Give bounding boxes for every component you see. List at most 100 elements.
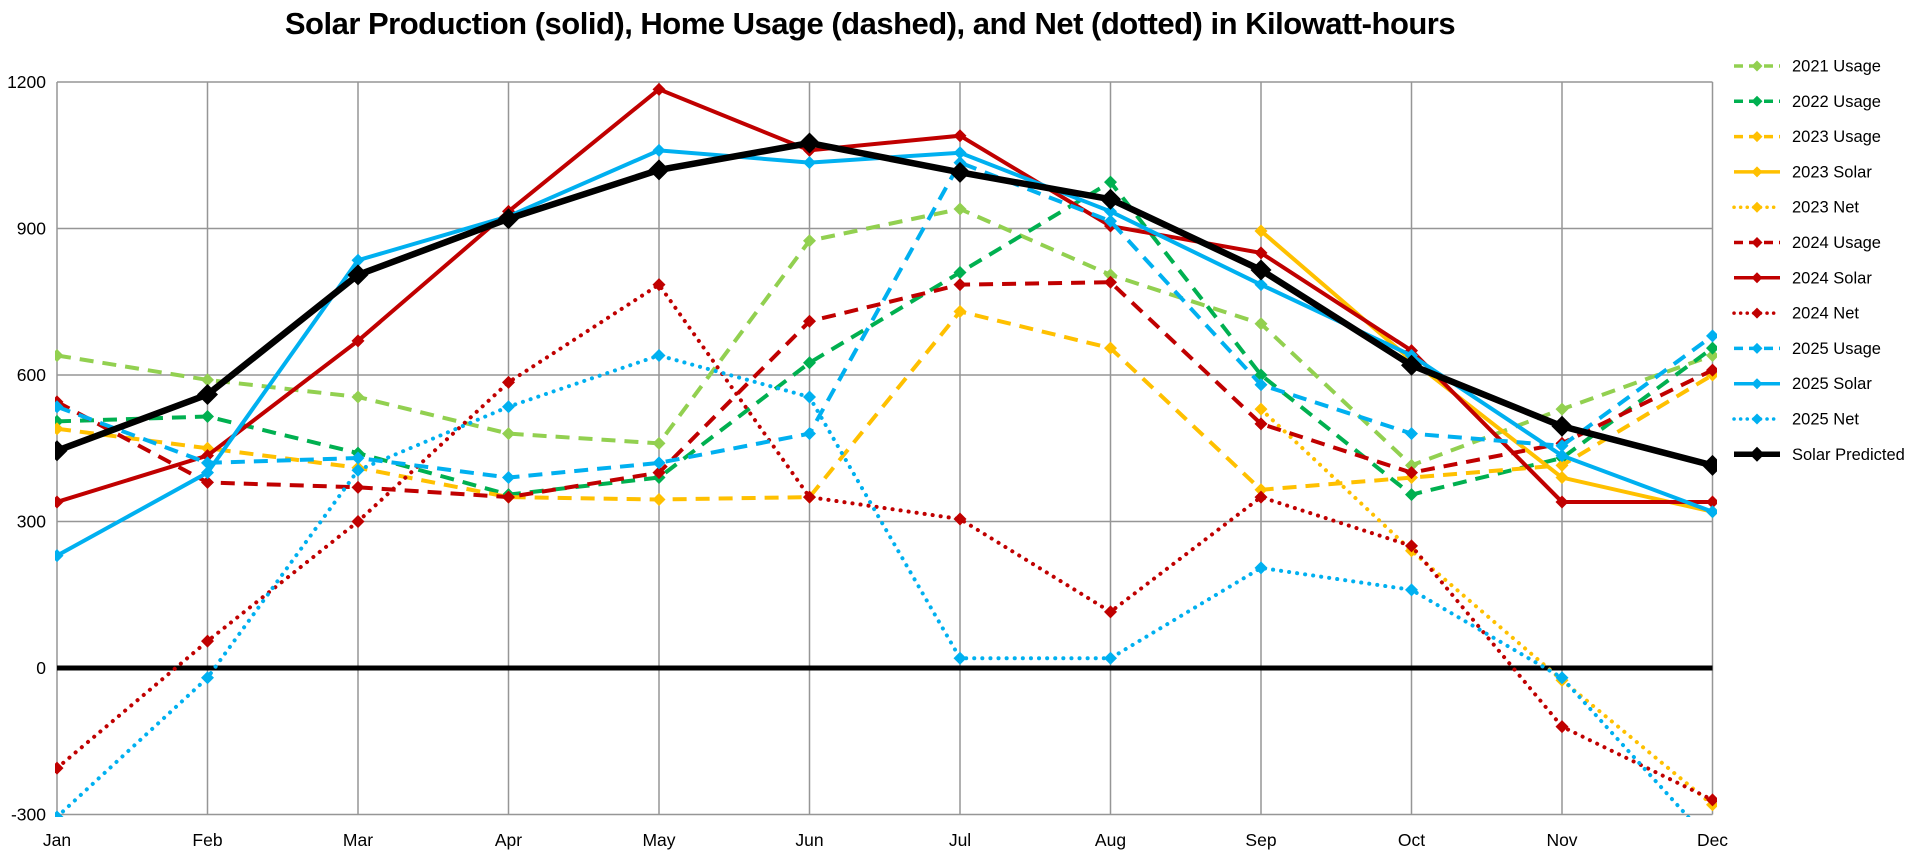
data-point-marker xyxy=(1555,671,1569,685)
data-point-marker xyxy=(1104,175,1117,189)
data-point-marker xyxy=(55,495,64,509)
legend-item-solar-predicted: Solar Predicted xyxy=(1734,446,1905,464)
legend-item-2024-solar: 2024 Solar xyxy=(1734,269,1872,287)
data-point-marker xyxy=(1405,583,1418,597)
data-point-marker xyxy=(55,810,64,817)
data-point-marker xyxy=(1555,402,1569,416)
legend-label: Solar Predicted xyxy=(1792,446,1905,464)
legend-item-2025-solar: 2025 Solar xyxy=(1734,375,1872,393)
data-point-marker xyxy=(201,466,214,480)
data-point-marker xyxy=(1254,417,1268,431)
legend-marker xyxy=(1751,166,1763,178)
data-point-marker xyxy=(803,356,816,370)
data-point-marker xyxy=(351,515,365,528)
data-point-marker xyxy=(201,475,214,489)
data-point-marker xyxy=(1250,259,1272,281)
legend-label: 2025 Usage xyxy=(1792,340,1881,358)
data-point-marker xyxy=(55,400,64,414)
data-point-marker xyxy=(55,761,64,775)
legend-marker xyxy=(1751,413,1763,425)
data-point-marker xyxy=(1401,354,1422,376)
legend-label: 2025 Net xyxy=(1792,411,1859,429)
data-point-marker xyxy=(351,390,365,404)
y-tick-label: -300 xyxy=(11,805,46,825)
data-point-marker xyxy=(803,490,816,504)
data-point-marker xyxy=(55,422,64,436)
data-point-marker xyxy=(648,159,670,181)
x-tick-label: Jan xyxy=(43,830,71,850)
data-point-marker xyxy=(1254,561,1268,575)
data-point-marker xyxy=(652,143,666,157)
y-tick-label: 900 xyxy=(17,219,46,239)
data-point-marker xyxy=(201,373,214,387)
data-point-marker xyxy=(1405,458,1418,472)
data-point-marker xyxy=(1104,341,1117,355)
legend-marker xyxy=(1751,131,1763,143)
data-point-marker xyxy=(1104,651,1117,665)
data-point-marker xyxy=(351,334,365,348)
legend-item-2021-usage: 2021 Usage xyxy=(1734,58,1881,76)
data-point-marker xyxy=(652,456,666,470)
data-point-marker xyxy=(1104,275,1117,289)
data-point-marker xyxy=(1706,495,1717,509)
series-2024-net xyxy=(55,278,1717,807)
legend-item-2023-net: 2023 Net xyxy=(1732,199,1859,217)
x-axis-labels: Jan Feb Mar Apr May Jun Jul Aug Sep Oct Nov Dec xyxy=(43,830,1728,850)
data-point-marker xyxy=(1104,204,1117,218)
data-point-marker xyxy=(652,466,666,480)
data-point-marker xyxy=(201,634,214,648)
x-tick-label: Jun xyxy=(795,830,823,850)
series-2023-net xyxy=(1254,402,1717,812)
legend-label: 2021 Usage xyxy=(1792,58,1881,76)
legend-label: 2023 Solar xyxy=(1792,163,1872,181)
data-point-marker xyxy=(1555,495,1569,509)
x-tick-label: Oct xyxy=(1398,830,1425,850)
data-point-marker xyxy=(799,132,820,154)
data-point-marker xyxy=(498,208,519,230)
data-point-marker xyxy=(1706,341,1717,355)
data-point-marker xyxy=(1706,793,1717,807)
data-point-marker xyxy=(351,253,365,267)
data-point-marker xyxy=(1706,329,1717,343)
data-point-marker xyxy=(1254,246,1268,260)
legend-item-2025-usage: 2025 Usage xyxy=(1734,340,1881,358)
x-tick-label: May xyxy=(642,830,675,850)
data-point-marker xyxy=(1104,605,1117,619)
x-tick-label: Aug xyxy=(1095,830,1126,850)
data-point-marker xyxy=(953,651,967,665)
data-point-marker xyxy=(1706,505,1717,519)
data-point-marker xyxy=(1254,224,1268,238)
data-point-marker xyxy=(1555,439,1569,453)
y-tick-label: 300 xyxy=(17,512,46,532)
legend-item-2023-solar: 2023 Solar xyxy=(1734,163,1872,181)
legend-marker xyxy=(1751,307,1763,319)
data-point-marker xyxy=(502,427,515,441)
x-tick-label: Nov xyxy=(1546,830,1577,850)
legend-label: 2024 Usage xyxy=(1792,234,1881,252)
y-tick-label: 0 xyxy=(36,658,46,678)
legend: 2021 Usage 2022 Usage 2023 Usage 2023 Solar… xyxy=(1732,58,1905,464)
legend-label: 2023 Usage xyxy=(1792,128,1881,146)
legend-item-2024-net: 2024 Net xyxy=(1732,305,1859,323)
data-point-marker xyxy=(949,161,971,183)
series-2023-solar xyxy=(1254,224,1717,519)
data-point-marker xyxy=(1555,449,1569,463)
data-point-marker xyxy=(1702,454,1717,476)
data-point-marker xyxy=(803,390,816,404)
data-point-marker xyxy=(652,436,666,450)
data-point-marker xyxy=(1405,488,1418,502)
data-point-marker xyxy=(1405,466,1418,480)
data-point-marker xyxy=(1551,415,1573,437)
series-solar-predicted xyxy=(55,132,1717,476)
data-point-marker xyxy=(502,400,515,414)
data-point-marker xyxy=(1706,363,1717,377)
data-point-marker xyxy=(1254,317,1268,331)
series-2021-usage xyxy=(55,202,1717,472)
legend-label: 2024 Solar xyxy=(1792,269,1872,287)
data-point-marker xyxy=(197,384,218,406)
legend-item-2024-usage: 2024 Usage xyxy=(1734,234,1881,252)
x-tick-label: Dec xyxy=(1697,830,1728,850)
data-point-marker xyxy=(953,305,967,319)
data-point-marker xyxy=(1104,214,1117,228)
